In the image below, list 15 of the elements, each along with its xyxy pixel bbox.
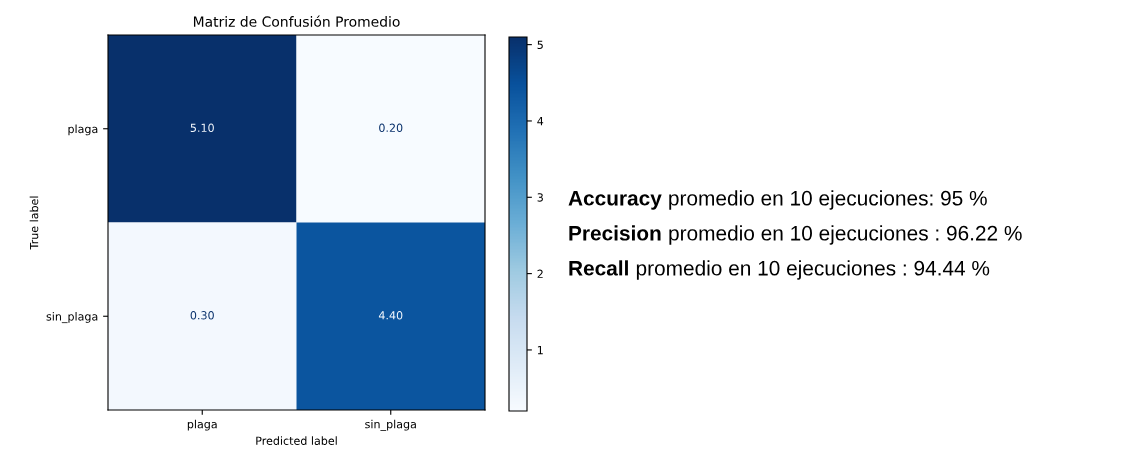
data-label: 4.40 (378, 311, 403, 320)
text: Precision promedio en 10 ejecuciones : 96.22 % (569, 225, 1022, 245)
data-label: 0.20 (379, 123, 403, 132)
x-axis-title: Predicted label (256, 436, 337, 445)
data-label: 0.30 (190, 311, 214, 320)
text: Recall promedio en 10 ejecuciones : 94.44 % (569, 260, 990, 280)
color-bar-label: 1 (537, 346, 543, 355)
color-bar-label: 3 (537, 193, 543, 202)
chart-title: Matriz de Confusión Promedio (193, 15, 400, 27)
data-label: 5.10 (190, 123, 214, 132)
color-bar-label: 4 (537, 117, 544, 126)
color-bar-label: 5 (537, 40, 543, 50)
color-bar-label: 2 (537, 269, 543, 278)
text: Accuracy promedio en 10 ejecuciones: 95 % (568, 190, 987, 210)
y-axis-title: True label (29, 196, 39, 250)
